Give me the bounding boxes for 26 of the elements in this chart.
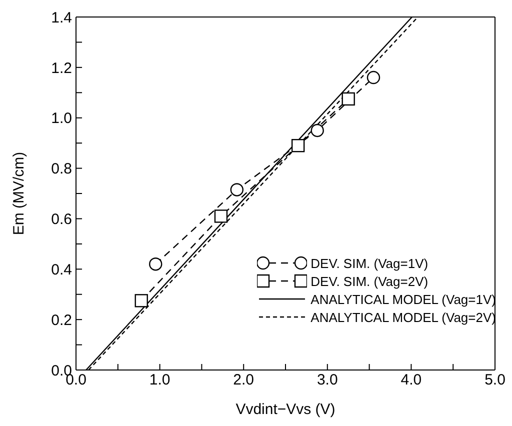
y-tick-label: 1.4 — [51, 9, 72, 26]
y-tick-label: 0.8 — [51, 160, 72, 178]
point — [342, 92, 355, 106]
point — [149, 258, 162, 271]
point — [310, 124, 324, 138]
y-axis-title: Em (MV/cm) — [10, 152, 28, 236]
point — [214, 210, 228, 223]
legend-label: DEV. SIM. (Vag=1V) — [310, 256, 428, 270]
x-tick-label: 3.0 — [316, 372, 338, 389]
y-tick-label: 1.0 — [51, 110, 72, 128]
x-tick-label: 4.0 — [400, 372, 422, 389]
y-tick-label: 0.6 — [51, 211, 72, 228]
x-tick-label: 1.0 — [149, 372, 170, 389]
point — [291, 138, 305, 152]
y-tick-label: 0.4 — [51, 261, 72, 278]
point — [366, 70, 380, 84]
x-tick-label: 5.0 — [484, 372, 506, 389]
legend-label: ANALYTICAL MODEL (Vag=1V) — [310, 292, 496, 306]
y-tick-label: 0.2 — [51, 312, 72, 329]
point — [230, 183, 244, 196]
legend-label: DEV. SIM. (Vag=2V) — [310, 274, 428, 288]
y-tick-label: 1.2 — [51, 60, 72, 77]
legend-label: ANALYTICAL MODEL (Vag=2V) — [310, 310, 496, 324]
x-axis-title: Vvdint−Vvs (V) — [236, 401, 336, 418]
point — [134, 294, 148, 308]
x-tick-label: 2.0 — [233, 372, 254, 389]
